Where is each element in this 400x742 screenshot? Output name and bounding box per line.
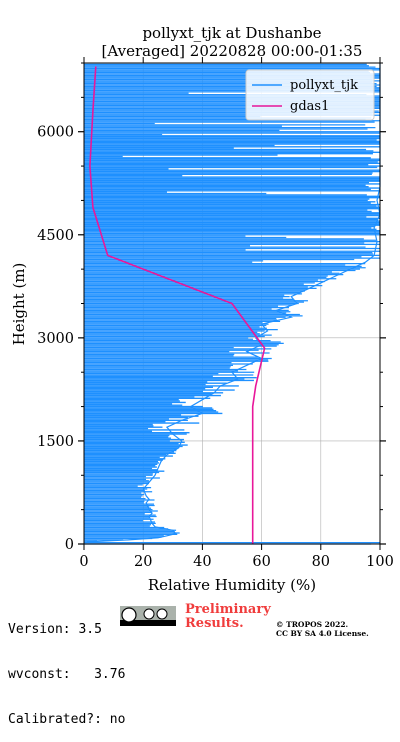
preliminary-line-2: Results.: [185, 616, 244, 631]
legend: pollyxt_tjk gdas1: [245, 69, 375, 121]
y-tick-label: 0: [65, 537, 74, 553]
series-gdas1: [89, 66, 266, 544]
footer-info: Version: 3.5 wvconst: 3.76 Calibrated?: …: [8, 592, 125, 742]
y-tick-label: 4500: [37, 228, 74, 244]
legend-label-pollyxt: pollyxt_tjk: [290, 78, 358, 93]
copyright-line-1: © TROPOS 2022.: [276, 620, 349, 629]
x-tick-label: 40: [193, 554, 211, 570]
x-axis-label: Relative Humidity (%): [148, 576, 316, 594]
copyright-text: © TROPOS 2022. CC BY SA 4.0 License.: [276, 620, 369, 638]
calibrated-text: Calibrated?: no: [8, 712, 126, 727]
x-tick-label: 80: [312, 554, 330, 570]
version-text: Version: 3.5: [8, 622, 102, 637]
copyright-line-2: CC BY SA 4.0 License.: [276, 629, 369, 638]
chart: pollyxt_tjk at Dushanbe [Averaged] 20220…: [10, 24, 394, 594]
y-axis-label: Height (m): [10, 263, 28, 346]
profile-line-gdas1: [89, 66, 266, 544]
axis-ticks: 0 20 40 60 80 100 0 1500 3000 4500 6000: [37, 57, 394, 570]
chart-title-line-2: [Averaged] 20220828 00:00-01:35: [102, 42, 363, 60]
preliminary-results-text: Preliminary Results.: [185, 603, 271, 631]
y-tick-label: 1500: [37, 434, 74, 450]
x-tick-label: 20: [134, 554, 152, 570]
y-tick-label: 3000: [37, 331, 74, 347]
chart-title-line-1: pollyxt_tjk at Dushanbe: [142, 24, 321, 42]
x-tick-label: 0: [79, 554, 88, 570]
series-layer: [84, 63, 381, 545]
y-tick-label: 6000: [37, 125, 74, 141]
legend-box: [245, 69, 375, 121]
cc-license-badge: [120, 606, 176, 626]
preliminary-line-1: Preliminary: [185, 602, 271, 617]
wvconst-text: wvconst: 3.76: [8, 667, 126, 682]
x-tick-label: 60: [252, 554, 270, 570]
profile-line-pollyxt: [86, 63, 381, 543]
legend-label-gdas1: gdas1: [290, 99, 329, 114]
x-tick-label: 100: [366, 554, 394, 570]
